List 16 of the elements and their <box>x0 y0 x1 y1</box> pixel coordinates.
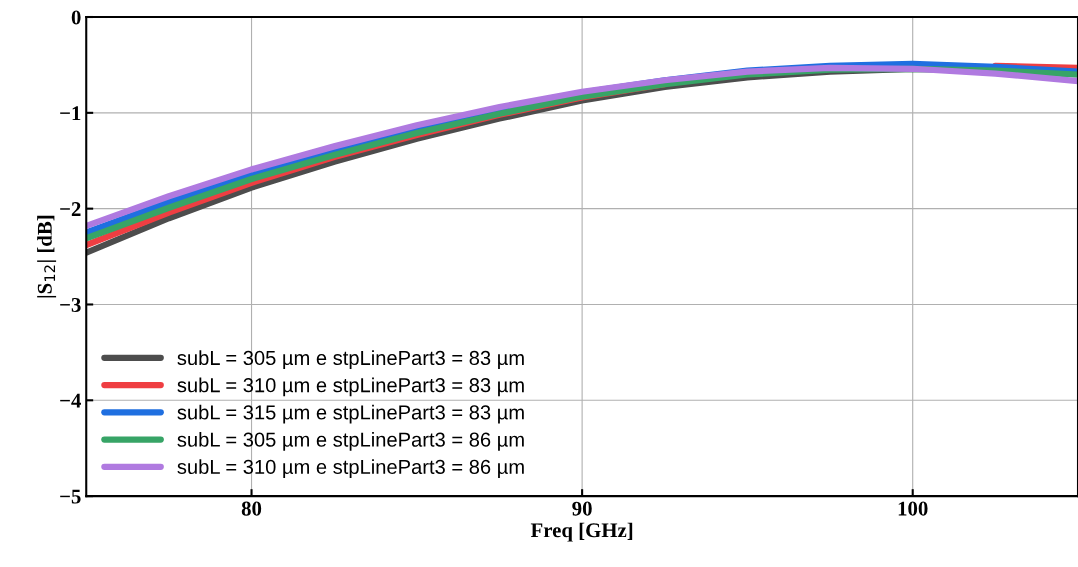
legend-label: subL = 305 µm e stpLinePart3 = 86 µm <box>177 432 524 451</box>
legend-label: subL = 305 µm e stpLinePart3 = 83 µm <box>177 350 524 370</box>
y-tick-label: −5 <box>60 489 81 504</box>
y-axis-title: |S$_{12}$| [dB] <box>37 215 57 298</box>
y-tick-label: −3 <box>60 297 81 312</box>
y-tick-label: −1 <box>60 106 81 121</box>
x-tick-label: 100 <box>898 501 928 516</box>
legend-label: subL = 315 µm e stpLinePart3 = 83 µm <box>177 404 524 424</box>
legend-label: subL = 310 µm e stpLinePart3 = 83 µm <box>177 377 524 397</box>
x-axis-title: Freq [GHz] <box>530 522 633 542</box>
y-tick-label: −4 <box>60 393 81 408</box>
x-tick-label: 80 <box>241 501 262 516</box>
y-tick-label: 0 <box>71 10 81 25</box>
x-tick-label: 90 <box>572 501 592 516</box>
y-tick-label: −2 <box>60 202 81 216</box>
legend-label: subL = 310 µm e stpLinePart3 = 86 µm <box>177 459 524 478</box>
